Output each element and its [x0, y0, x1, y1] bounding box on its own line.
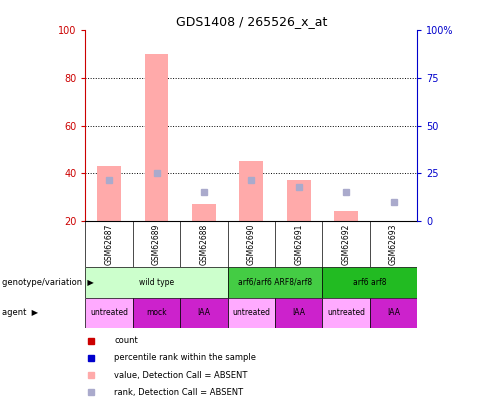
Text: untreated: untreated — [327, 308, 365, 318]
Bar — [227, 267, 323, 298]
Text: percentile rank within the sample: percentile rank within the sample — [114, 354, 256, 362]
Bar — [227, 298, 275, 328]
Text: mock: mock — [146, 308, 167, 318]
Bar — [97, 166, 121, 221]
Bar — [334, 211, 358, 221]
Bar — [192, 204, 216, 221]
Text: untreated: untreated — [90, 308, 128, 318]
Text: wild type: wild type — [139, 278, 174, 287]
Text: rank, Detection Call = ABSENT: rank, Detection Call = ABSENT — [114, 388, 244, 397]
Text: genotype/variation  ▶: genotype/variation ▶ — [2, 278, 94, 287]
Text: GSM62687: GSM62687 — [104, 223, 114, 265]
Text: arf6/arf6 ARF8/arf8: arf6/arf6 ARF8/arf8 — [238, 278, 312, 287]
Text: GSM62689: GSM62689 — [152, 223, 161, 265]
Bar — [287, 180, 310, 221]
Text: arf6 arf8: arf6 arf8 — [353, 278, 386, 287]
Text: agent  ▶: agent ▶ — [2, 308, 39, 318]
Bar — [85, 298, 133, 328]
Title: GDS1408 / 265526_x_at: GDS1408 / 265526_x_at — [176, 15, 327, 28]
Bar — [180, 298, 227, 328]
Bar — [275, 298, 323, 328]
Text: count: count — [114, 336, 138, 345]
Bar — [370, 298, 417, 328]
Bar — [85, 267, 227, 298]
Text: GSM62690: GSM62690 — [247, 223, 256, 265]
Text: GSM62691: GSM62691 — [294, 223, 303, 265]
Text: GSM62693: GSM62693 — [389, 223, 398, 265]
Bar — [144, 54, 168, 221]
Bar — [133, 298, 180, 328]
Text: untreated: untreated — [232, 308, 270, 318]
Text: IAA: IAA — [198, 308, 210, 318]
Text: IAA: IAA — [387, 308, 400, 318]
Bar — [323, 298, 370, 328]
Text: GSM62692: GSM62692 — [342, 223, 351, 265]
Text: value, Detection Call = ABSENT: value, Detection Call = ABSENT — [114, 371, 248, 379]
Bar — [240, 161, 263, 221]
Text: GSM62688: GSM62688 — [200, 224, 208, 264]
Bar — [323, 267, 417, 298]
Text: IAA: IAA — [292, 308, 305, 318]
